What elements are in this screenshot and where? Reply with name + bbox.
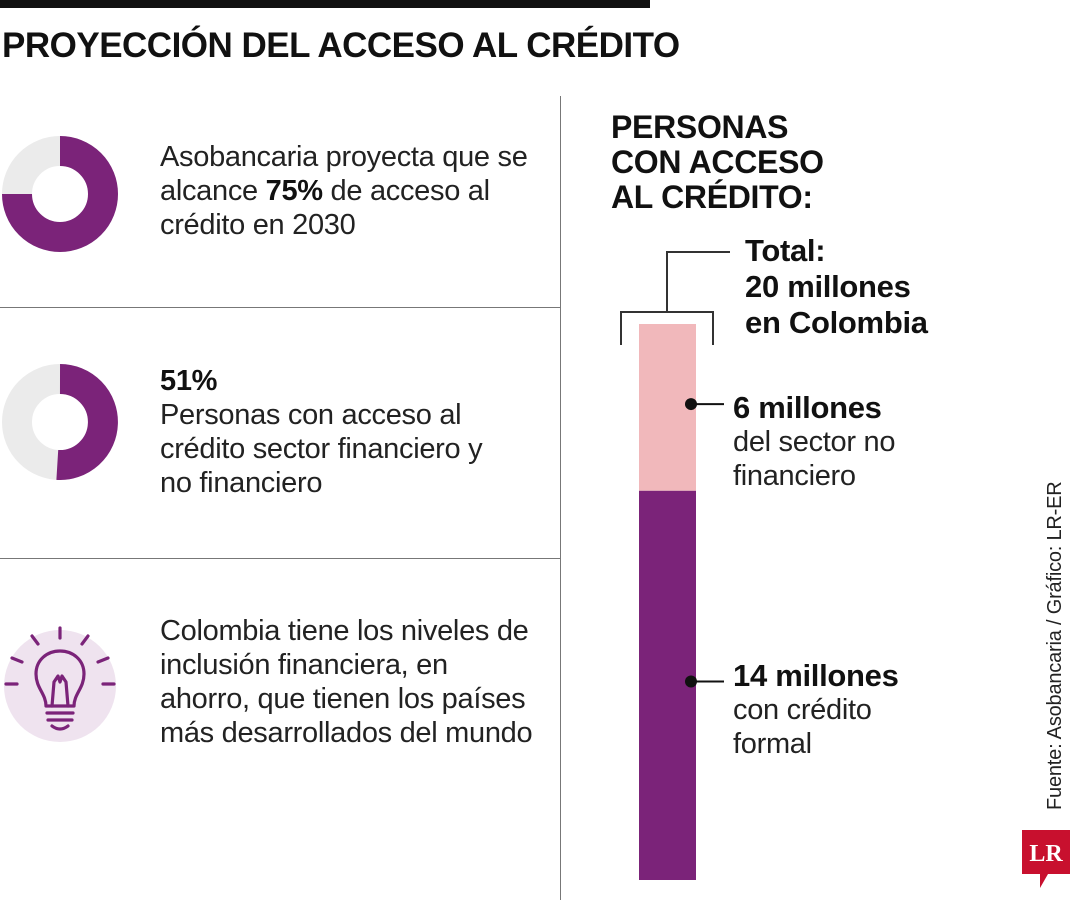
total-label-line: 20 millones bbox=[745, 269, 911, 304]
panel-divider bbox=[0, 558, 560, 559]
donut-chart-51 bbox=[2, 364, 118, 480]
total-label: Total: 20 millones en Colombia bbox=[745, 233, 928, 341]
segment-description: del sector no bbox=[733, 426, 896, 458]
panel-1-text-after: de acceso al crédito en 2030 bbox=[160, 175, 490, 241]
panel-2-highlight: 51% bbox=[160, 365, 218, 397]
lr-logo: LR bbox=[1022, 830, 1070, 888]
stacked-bar-chart bbox=[620, 251, 730, 880]
panel-1-highlight: 75% bbox=[265, 175, 323, 207]
donut-arc bbox=[2, 136, 118, 252]
page-title: PROYECCIÓN DEL ACCESO AL CRÉDITO bbox=[2, 26, 680, 65]
segment-description: con crédito bbox=[733, 694, 872, 726]
segment-value-label: 6 millones bbox=[733, 390, 882, 425]
donut-chart-75 bbox=[2, 136, 118, 252]
top-bar bbox=[0, 0, 650, 8]
total-label-line: en Colombia bbox=[745, 305, 928, 340]
total-label-line: Total: bbox=[745, 233, 826, 268]
chart-title-line: CON ACCESO bbox=[611, 144, 824, 180]
logo-badge bbox=[1022, 830, 1070, 888]
segment-description: financiero bbox=[733, 460, 856, 492]
panel-1-text-before: Asobancaria proyecta que se alcance bbox=[160, 141, 528, 207]
panel-3-text: Colombia tiene los niveles de inclusión … bbox=[160, 615, 533, 749]
lightbulb-icon bbox=[4, 626, 116, 742]
panel-divider bbox=[0, 307, 560, 308]
chart-title-line: AL CRÉDITO: bbox=[611, 179, 813, 215]
panel-2-description: Personas con acceso al crédito sector fi… bbox=[160, 399, 483, 499]
vertical-divider bbox=[560, 96, 561, 900]
logo-text: LR bbox=[1029, 841, 1063, 867]
segment-value-label: 14 millones bbox=[733, 658, 899, 693]
segment-label-no-financiero: 6 millones del sector no financiero bbox=[733, 391, 895, 493]
donut-arc bbox=[56, 364, 118, 480]
lightbulb-icon-circle bbox=[4, 630, 116, 742]
segment-label-credito-formal: 14 millones con crédito formal bbox=[733, 659, 899, 761]
source-credit: Fuente: Asobancaria / Gráfico: LR-ER bbox=[1044, 481, 1066, 810]
total-leader-line bbox=[666, 251, 730, 312]
panel-1-text: Asobancaria proyecta que se alcance 75% … bbox=[160, 140, 540, 242]
panel-2-text: 51% Personas con acceso al crédito secto… bbox=[160, 364, 520, 500]
chart-title-line: PERSONAS bbox=[611, 109, 789, 145]
segment-description: formal bbox=[733, 728, 812, 760]
chart-title: PERSONAS CON ACCESO AL CRÉDITO: bbox=[611, 110, 824, 215]
